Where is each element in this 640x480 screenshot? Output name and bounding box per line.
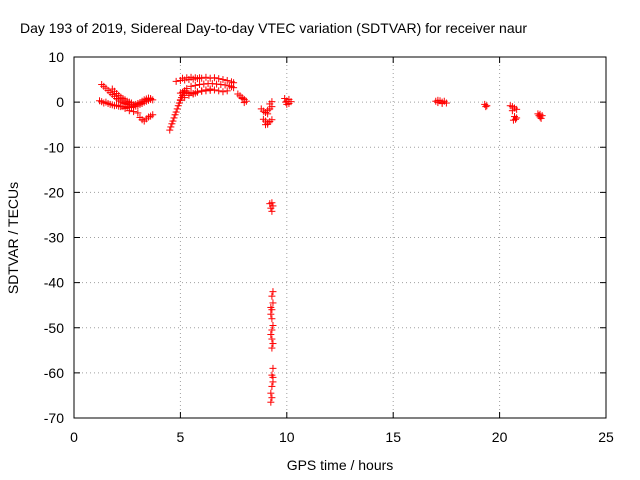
grid-lines bbox=[74, 57, 606, 418]
data-point bbox=[215, 75, 223, 83]
data-point bbox=[282, 98, 290, 106]
x-tick-label: 25 bbox=[598, 429, 614, 445]
data-point bbox=[173, 105, 181, 113]
data-point bbox=[215, 87, 223, 95]
data-point bbox=[170, 114, 178, 122]
data-point bbox=[206, 85, 214, 93]
data-point bbox=[269, 364, 277, 372]
data-point bbox=[264, 110, 272, 118]
data-point bbox=[219, 88, 227, 96]
data-point bbox=[536, 110, 544, 118]
data-point bbox=[267, 398, 275, 406]
data-point bbox=[268, 394, 276, 402]
data-point bbox=[268, 207, 276, 215]
data-point bbox=[268, 326, 276, 334]
data-point bbox=[130, 108, 138, 116]
x-tick-label: 20 bbox=[492, 429, 508, 445]
data-point bbox=[202, 86, 210, 94]
data-point bbox=[147, 95, 155, 103]
data-point bbox=[210, 86, 218, 94]
data-point bbox=[267, 310, 275, 318]
data-point bbox=[508, 107, 516, 115]
data-point bbox=[121, 104, 129, 112]
data-point bbox=[267, 303, 275, 311]
y-tick-labels: -70 -60 -50 -40 -30 -20 -10 0 10 bbox=[44, 49, 64, 426]
data-point bbox=[483, 102, 491, 110]
data-point bbox=[438, 99, 446, 107]
x-tick-label: 0 bbox=[70, 429, 78, 445]
plot-frame bbox=[73, 56, 607, 419]
y-tick-label: -40 bbox=[44, 275, 64, 291]
data-point bbox=[134, 109, 142, 117]
data-point bbox=[193, 88, 201, 96]
y-tick-label: 10 bbox=[48, 49, 64, 65]
chart-title: Day 193 of 2019, Sidereal Day-to-day VTE… bbox=[20, 20, 527, 36]
data-point bbox=[267, 331, 275, 339]
data-point bbox=[269, 288, 277, 296]
y-tick-label: -50 bbox=[44, 320, 64, 336]
data-point bbox=[268, 335, 276, 343]
x-tick-label: 15 bbox=[385, 429, 401, 445]
data-point bbox=[513, 114, 521, 122]
data-point bbox=[167, 123, 175, 131]
data-point bbox=[269, 299, 277, 307]
data-point bbox=[434, 96, 442, 104]
y-tick-label: -10 bbox=[44, 139, 64, 155]
x-axis-label: GPS time / hours bbox=[287, 457, 394, 473]
data-point bbox=[268, 292, 276, 300]
data-point bbox=[117, 102, 125, 110]
data-point bbox=[191, 81, 199, 89]
y-tick-label: 0 bbox=[56, 94, 64, 110]
data-point bbox=[268, 98, 276, 106]
data-point bbox=[172, 108, 180, 116]
y-tick-label: -60 bbox=[44, 365, 64, 381]
data-point bbox=[269, 321, 277, 329]
data-point bbox=[166, 126, 174, 134]
data-point bbox=[268, 315, 276, 323]
x-tick-label: 5 bbox=[177, 429, 185, 445]
y-tick-label: -20 bbox=[44, 184, 64, 200]
data-point bbox=[268, 199, 276, 207]
data-point bbox=[149, 111, 157, 119]
data-point bbox=[269, 340, 277, 348]
data-point bbox=[127, 99, 135, 107]
y-tick-label: -30 bbox=[44, 230, 64, 246]
data-point bbox=[513, 105, 521, 113]
data-point bbox=[202, 73, 210, 81]
data-point bbox=[181, 94, 189, 102]
data-point bbox=[268, 116, 276, 124]
data-point bbox=[223, 76, 231, 84]
data-point bbox=[210, 74, 218, 82]
data-point bbox=[240, 99, 248, 107]
data-point bbox=[125, 107, 133, 115]
data-point bbox=[269, 373, 277, 381]
data-point bbox=[198, 87, 206, 95]
data-point bbox=[187, 82, 195, 90]
data-point bbox=[482, 103, 490, 111]
data-point bbox=[221, 81, 229, 89]
data-point bbox=[268, 344, 276, 352]
y-axis-label: SDTVAR / TECUs bbox=[5, 182, 21, 294]
data-points bbox=[96, 73, 546, 406]
y-tick-label: -70 bbox=[44, 410, 64, 426]
data-point bbox=[172, 77, 180, 85]
data-point bbox=[223, 87, 231, 95]
x-tick-label: 10 bbox=[279, 429, 295, 445]
data-point bbox=[198, 74, 206, 82]
data-point bbox=[185, 91, 193, 99]
data-point bbox=[262, 121, 270, 129]
data-point bbox=[169, 117, 177, 125]
data-point bbox=[219, 76, 227, 84]
data-point bbox=[269, 202, 277, 210]
data-point bbox=[267, 389, 275, 397]
x-tick-labels: 0 5 10 15 20 25 bbox=[70, 429, 614, 445]
data-point bbox=[268, 382, 276, 390]
data-point bbox=[238, 95, 246, 103]
data-point bbox=[230, 79, 238, 87]
data-point bbox=[189, 90, 197, 98]
data-point bbox=[176, 96, 184, 104]
